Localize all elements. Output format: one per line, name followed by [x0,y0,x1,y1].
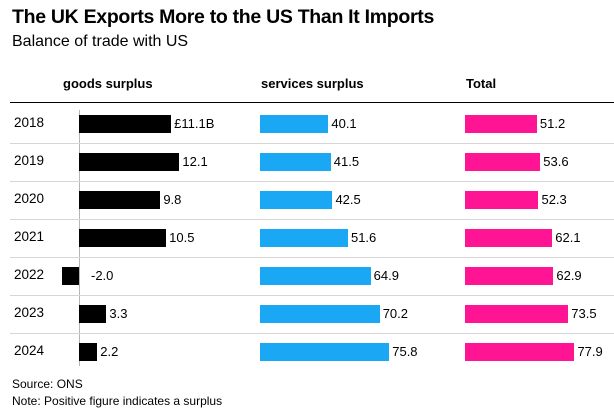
column-header-total: Total [466,76,497,91]
column-header-services: services surplus [261,76,364,91]
chart-subtitle: Balance of trade with US [12,33,189,50]
column-header-goods: goods surplus [63,76,153,91]
total-bar [465,115,537,133]
services-value-label: 40.1 [331,116,357,131]
total-value-label: 77.9 [577,344,603,359]
goods-bar [79,153,180,171]
total-bar [465,153,541,171]
services-bar [260,153,331,171]
total-bar [465,305,569,323]
total-value-label: 52.3 [541,192,567,207]
year-label: 2020 [14,191,45,206]
services-bar [260,343,390,361]
goods-bar [79,115,172,133]
goods-value-label: 12.1 [182,154,208,169]
year-label: 2018 [14,115,45,130]
total-bar [465,267,554,285]
total-bar [465,229,553,247]
total-bar [465,191,539,209]
row-separator [10,295,614,296]
footnote: Note: Positive figure indicates a surplu… [12,394,223,408]
goods-value-label: -2.0 [91,268,114,283]
services-value-label: 42.5 [335,192,361,207]
goods-bar [79,305,107,323]
source-note: Source: ONS [12,377,83,391]
goods-value-label: 10.5 [169,230,195,245]
total-value-label: 51.2 [539,116,566,131]
services-bar [260,191,333,209]
goods-value-label: 2.2 [100,344,119,359]
goods-bar [79,229,167,247]
services-bar [260,305,380,323]
total-value-label: 53.6 [543,154,569,169]
goods-value-label: 3.3 [109,306,128,321]
goods-bar [79,191,161,209]
total-value-label: 62.9 [556,268,582,283]
goods-value-label: £11.1B [174,116,215,131]
goods-value-label: 9.8 [163,192,182,207]
services-value-label: 41.5 [333,154,360,169]
row-separator [10,257,614,258]
header-rule [10,102,614,103]
services-bar [260,115,329,133]
year-label: 2023 [14,305,45,320]
row-separator [10,143,614,144]
total-value-label: 62.1 [555,230,581,245]
total-value-label: 73.5 [571,306,597,321]
services-value-label: 75.8 [392,344,418,359]
row-separator [10,333,614,334]
row-separator [10,181,614,182]
row-separator [10,219,614,220]
goods-bar [62,267,79,285]
services-bar [260,229,348,247]
goods-bar [79,343,98,361]
year-label: 2022 [14,267,45,282]
services-value-label: 70.2 [382,306,408,321]
year-label: 2024 [14,343,45,358]
services-value-label: 64.9 [373,268,399,283]
services-bar [260,267,371,285]
services-value-label: 51.6 [350,230,377,245]
total-bar [465,343,575,361]
year-label: 2019 [14,153,45,168]
year-label: 2021 [14,229,45,244]
chart-title: The UK Exports More to the US Than It Im… [12,6,435,28]
